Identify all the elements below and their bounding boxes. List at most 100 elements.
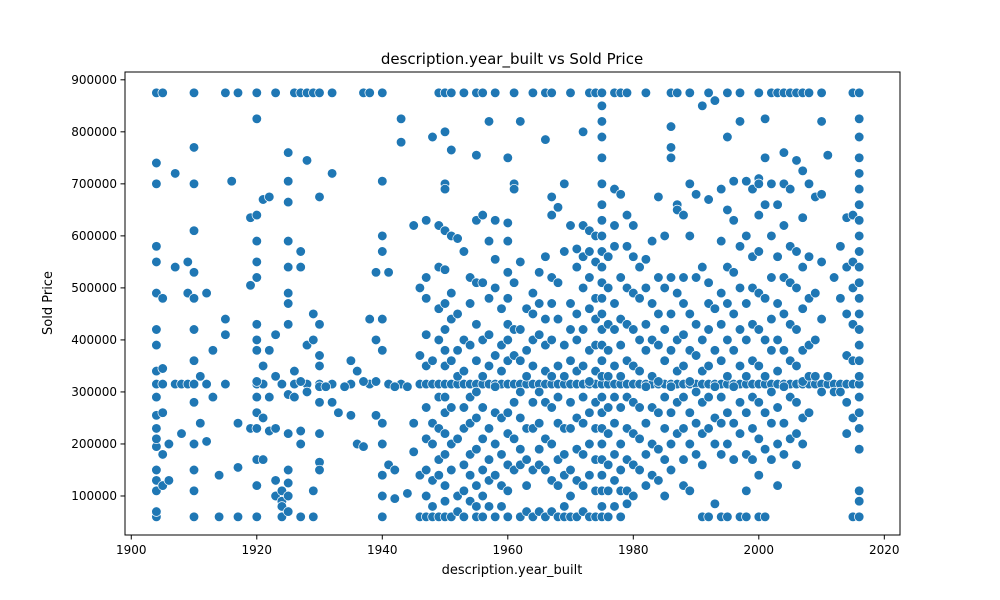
data-point xyxy=(502,511,513,522)
data-point xyxy=(232,462,244,473)
data-point xyxy=(709,345,721,356)
data-point xyxy=(659,423,670,434)
data-point xyxy=(690,189,702,200)
data-point xyxy=(697,334,708,346)
data-point xyxy=(759,199,771,210)
data-point xyxy=(364,313,375,325)
data-point xyxy=(301,155,313,166)
data-point xyxy=(502,485,513,496)
data-point xyxy=(722,87,733,98)
data-point xyxy=(283,261,294,273)
data-point xyxy=(678,329,689,340)
data-point xyxy=(188,225,200,236)
data-point xyxy=(609,501,620,512)
data-point xyxy=(377,470,388,481)
data-point xyxy=(753,87,764,98)
data-point xyxy=(546,438,557,450)
data-point xyxy=(251,272,262,283)
data-point xyxy=(377,313,388,325)
data-point xyxy=(766,313,777,325)
data-point xyxy=(596,87,608,98)
data-point xyxy=(182,256,193,268)
data-point xyxy=(308,334,319,346)
data-point xyxy=(722,407,733,418)
data-point xyxy=(483,501,495,512)
data-point xyxy=(766,178,777,189)
data-point xyxy=(283,319,294,330)
data-point xyxy=(283,176,294,187)
data-point xyxy=(326,87,338,98)
data-point xyxy=(251,87,262,98)
data-point xyxy=(283,464,294,476)
data-point xyxy=(213,511,225,522)
data-point xyxy=(810,371,821,382)
data-point xyxy=(308,308,319,320)
data-point xyxy=(151,178,162,189)
data-point xyxy=(151,464,162,476)
data-point xyxy=(439,324,451,335)
data-point xyxy=(596,215,608,226)
data-point xyxy=(854,485,865,496)
data-point xyxy=(797,165,808,176)
data-point xyxy=(295,246,306,257)
data-point xyxy=(477,402,488,413)
data-point xyxy=(188,397,200,408)
data-point xyxy=(603,282,614,294)
data-point xyxy=(766,454,777,465)
data-point xyxy=(716,391,727,403)
data-point xyxy=(552,360,564,372)
data-point xyxy=(565,464,576,476)
data-point xyxy=(665,272,677,283)
data-point xyxy=(797,438,808,450)
data-point xyxy=(791,459,802,470)
data-point xyxy=(251,391,262,403)
data-point xyxy=(785,183,796,195)
data-point xyxy=(690,319,702,330)
data-point xyxy=(157,378,168,390)
data-point xyxy=(665,121,677,132)
data-point xyxy=(703,194,714,205)
data-point xyxy=(653,376,664,387)
x-axis-label: description.year_built xyxy=(442,563,583,578)
data-point xyxy=(665,345,677,356)
data-point xyxy=(665,464,677,476)
data-point xyxy=(621,498,633,509)
data-point xyxy=(609,475,620,486)
data-point xyxy=(427,501,438,512)
data-point xyxy=(684,438,695,450)
data-point xyxy=(722,438,733,450)
data-point xyxy=(314,191,325,203)
data-point xyxy=(521,480,532,491)
data-point xyxy=(496,449,507,460)
data-point xyxy=(314,360,325,372)
data-point xyxy=(759,371,771,382)
data-point xyxy=(301,386,313,398)
data-point xyxy=(559,246,570,257)
data-point xyxy=(552,202,564,213)
data-point xyxy=(709,95,721,106)
data-point xyxy=(596,100,608,111)
data-point xyxy=(446,87,457,98)
data-point xyxy=(364,87,375,98)
data-point xyxy=(665,142,677,153)
data-point xyxy=(646,235,658,247)
data-point xyxy=(402,488,413,499)
data-point xyxy=(854,230,865,242)
data-point xyxy=(458,511,470,522)
data-point xyxy=(433,470,444,481)
data-point xyxy=(502,217,513,229)
data-point xyxy=(151,506,162,517)
data-point xyxy=(283,196,294,208)
data-point xyxy=(709,303,721,314)
data-point xyxy=(741,298,752,309)
data-point xyxy=(791,360,802,372)
data-point xyxy=(653,191,664,203)
data-point xyxy=(270,371,281,382)
data-point xyxy=(615,438,626,450)
data-point xyxy=(609,418,620,429)
data-point xyxy=(665,407,677,418)
data-point xyxy=(188,438,200,450)
data-point xyxy=(678,209,689,221)
data-point xyxy=(678,454,689,465)
data-point xyxy=(458,87,470,98)
